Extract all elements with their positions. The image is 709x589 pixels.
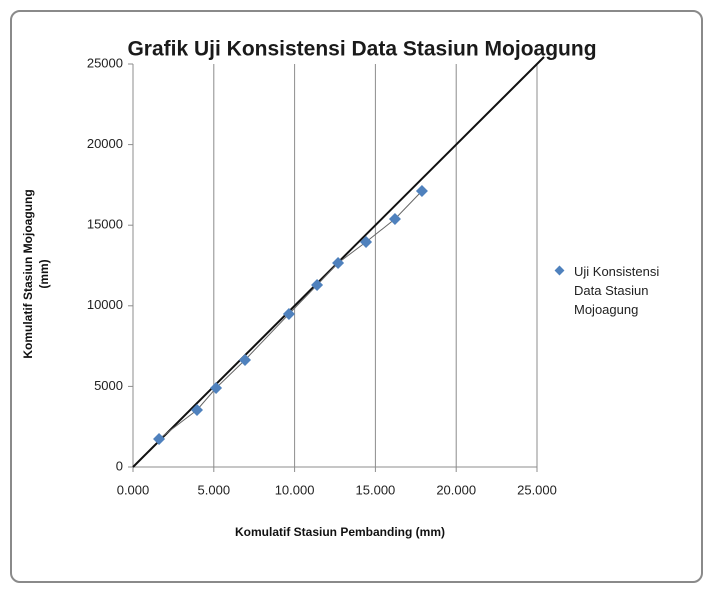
point	[311, 279, 324, 292]
point	[360, 235, 373, 248]
y-tick-label: 0	[116, 458, 123, 473]
y-tick-label: 25000	[87, 55, 123, 70]
point	[238, 353, 251, 366]
x-tick-label: 20.000	[436, 482, 476, 497]
legend-label: Uji Konsistensi Data Stasiun Mojoagung	[574, 264, 660, 317]
point	[282, 308, 295, 321]
point	[332, 257, 345, 270]
y-axis-title: Komulatif Stasiun Mojoagung (mm)	[21, 189, 51, 359]
point	[415, 184, 428, 197]
chart-frame	[10, 10, 703, 583]
chart-title: Grafik Uji Konsistensi Data Stasiun Mojo…	[127, 38, 596, 61]
y-tick-label: 15000	[87, 217, 123, 232]
x-tick-label: 0.000	[117, 482, 150, 497]
point	[153, 432, 166, 445]
series-line	[158, 190, 423, 440]
x-tick-label: 5.000	[198, 482, 231, 497]
x-tick-label: 15.000	[356, 482, 396, 497]
y-tick-label: 20000	[87, 136, 123, 151]
point	[210, 381, 223, 394]
y-tick-label: 5000	[94, 378, 123, 393]
y-tick-label: 10000	[87, 297, 123, 312]
legend: Uji Konsistensi Data Stasiun Mojoagung	[554, 262, 684, 319]
x-tick-label: 10.000	[275, 482, 315, 497]
x-axis-title: Komulatif Stasiun Pembanding (mm)	[234, 525, 445, 539]
point	[388, 212, 401, 225]
x-tick-label: 25.000	[517, 482, 557, 497]
point	[190, 403, 203, 416]
